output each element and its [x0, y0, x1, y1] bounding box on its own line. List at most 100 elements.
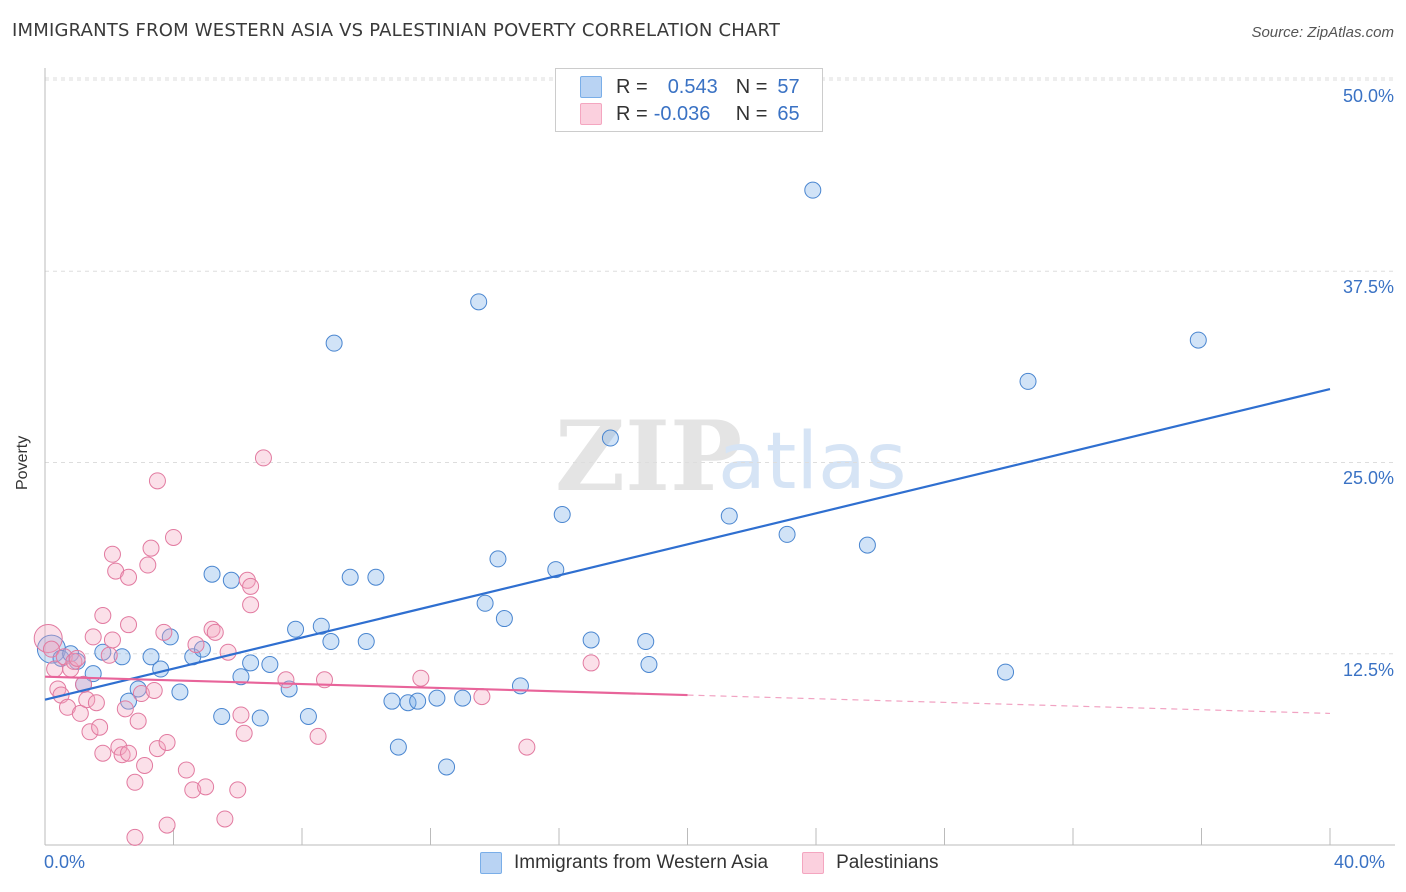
point-western-asia — [322, 633, 340, 651]
r-value: 0.543 — [667, 75, 718, 98]
point-palestinians — [254, 449, 272, 467]
point-western-asia — [357, 633, 375, 651]
point-western-asia — [367, 568, 385, 586]
point-palestinians — [129, 712, 147, 730]
point-western-asia — [582, 631, 600, 649]
point-western-asia — [152, 660, 170, 678]
point-palestinians — [94, 744, 112, 762]
point-palestinians — [132, 685, 150, 703]
point-palestinians — [120, 744, 138, 762]
point-western-asia — [1019, 372, 1037, 390]
point-western-asia — [299, 707, 317, 725]
point-western-asia — [804, 181, 822, 199]
point-palestinians — [120, 568, 138, 586]
point-palestinians — [84, 628, 102, 646]
legend-label: Immigrants from Western Asia — [514, 852, 769, 873]
legend-row-pink: R = -0.036 N = 65 — [580, 101, 800, 127]
chart-title: IMMIGRANTS FROM WESTERN ASIA VS PALESTIN… — [12, 20, 781, 41]
point-palestinians — [103, 631, 121, 649]
point-palestinians — [91, 718, 109, 736]
point-palestinians — [277, 671, 295, 689]
point-western-asia — [341, 568, 359, 586]
point-palestinians — [68, 649, 86, 667]
point-western-asia — [203, 565, 221, 583]
point-palestinians — [71, 704, 89, 722]
blue-swatch-icon — [480, 852, 502, 874]
point-palestinians — [136, 756, 154, 774]
point-palestinians — [120, 616, 138, 634]
point-palestinians — [42, 640, 60, 658]
point-western-asia — [383, 692, 401, 710]
point-palestinians — [100, 646, 118, 664]
point-western-asia — [325, 334, 343, 352]
point-palestinians — [242, 577, 260, 595]
point-western-asia — [142, 648, 160, 666]
r-label: R = — [616, 102, 648, 125]
point-palestinians — [229, 781, 247, 799]
point-palestinians — [148, 740, 166, 758]
point-western-asia — [232, 668, 250, 686]
r-label: R = — [616, 75, 648, 98]
point-palestinians — [94, 607, 112, 624]
x-tick-label: 0.0% — [44, 852, 86, 872]
point-palestinians — [81, 723, 99, 741]
pink-swatch-icon — [580, 103, 602, 125]
point-palestinians — [232, 706, 250, 724]
point-western-asia — [389, 738, 407, 756]
point-palestinians — [158, 733, 176, 751]
point-western-asia — [1189, 331, 1207, 349]
legend-item-palestinians: Palestinians — [802, 852, 939, 874]
y-tick-label: 50.0% — [1342, 86, 1394, 106]
r-value: -0.036 — [653, 102, 711, 125]
point-palestinians — [206, 623, 224, 641]
point-western-asia — [858, 536, 876, 554]
point-western-asia — [547, 561, 565, 579]
legend-label: Palestinians — [836, 852, 939, 873]
point-palestinians — [242, 596, 260, 614]
point-palestinians — [473, 688, 491, 706]
point-palestinians — [145, 681, 163, 699]
point-western-asia — [637, 633, 655, 651]
point-palestinians — [87, 694, 105, 712]
point-palestinians — [155, 623, 173, 641]
stats-legend: R = 0.543 N = 57 R = -0.036 N = 65 — [555, 68, 823, 132]
point-palestinians — [148, 472, 166, 490]
legend-row-blue: R = 0.543 N = 57 — [580, 74, 800, 100]
point-palestinians — [412, 669, 430, 687]
point-palestinians — [158, 816, 176, 834]
point-palestinians — [187, 636, 205, 654]
x-tick-label: 40.0% — [1334, 852, 1386, 872]
point-western-asia — [113, 648, 131, 666]
point-palestinians — [103, 545, 121, 563]
legend-item-western-asia: Immigrants from Western Asia — [480, 852, 768, 874]
point-palestinians — [113, 746, 131, 764]
point-western-asia — [601, 429, 619, 447]
point-palestinians — [235, 724, 253, 742]
point-palestinians — [203, 620, 221, 638]
point-western-asia — [280, 680, 298, 698]
point-western-asia — [312, 617, 330, 635]
point-palestinians — [184, 781, 202, 799]
point-palestinians — [78, 691, 96, 709]
point-western-asia — [409, 692, 427, 710]
point-western-asia — [251, 709, 269, 727]
point-palestinians — [518, 738, 536, 756]
trend-line-palestinians — [44, 675, 688, 697]
y-tick-label: 25.0% — [1342, 468, 1394, 488]
point-palestinians — [142, 539, 160, 557]
point-palestinians — [177, 761, 195, 779]
point-palestinians — [116, 700, 134, 718]
chart-source: Source: ZipAtlas.com — [1251, 24, 1394, 41]
point-palestinians — [33, 623, 63, 653]
point-western-asia — [640, 655, 658, 673]
point-western-asia — [720, 507, 738, 525]
point-western-asia — [476, 594, 494, 612]
point-western-asia — [287, 620, 305, 638]
n-value: 57 — [777, 75, 800, 98]
point-western-asia — [997, 663, 1015, 681]
point-western-asia — [222, 571, 240, 589]
point-western-asia — [261, 655, 279, 673]
point-palestinians — [216, 810, 234, 828]
series-legend: Immigrants from Western Asia Palestinian… — [480, 852, 973, 874]
